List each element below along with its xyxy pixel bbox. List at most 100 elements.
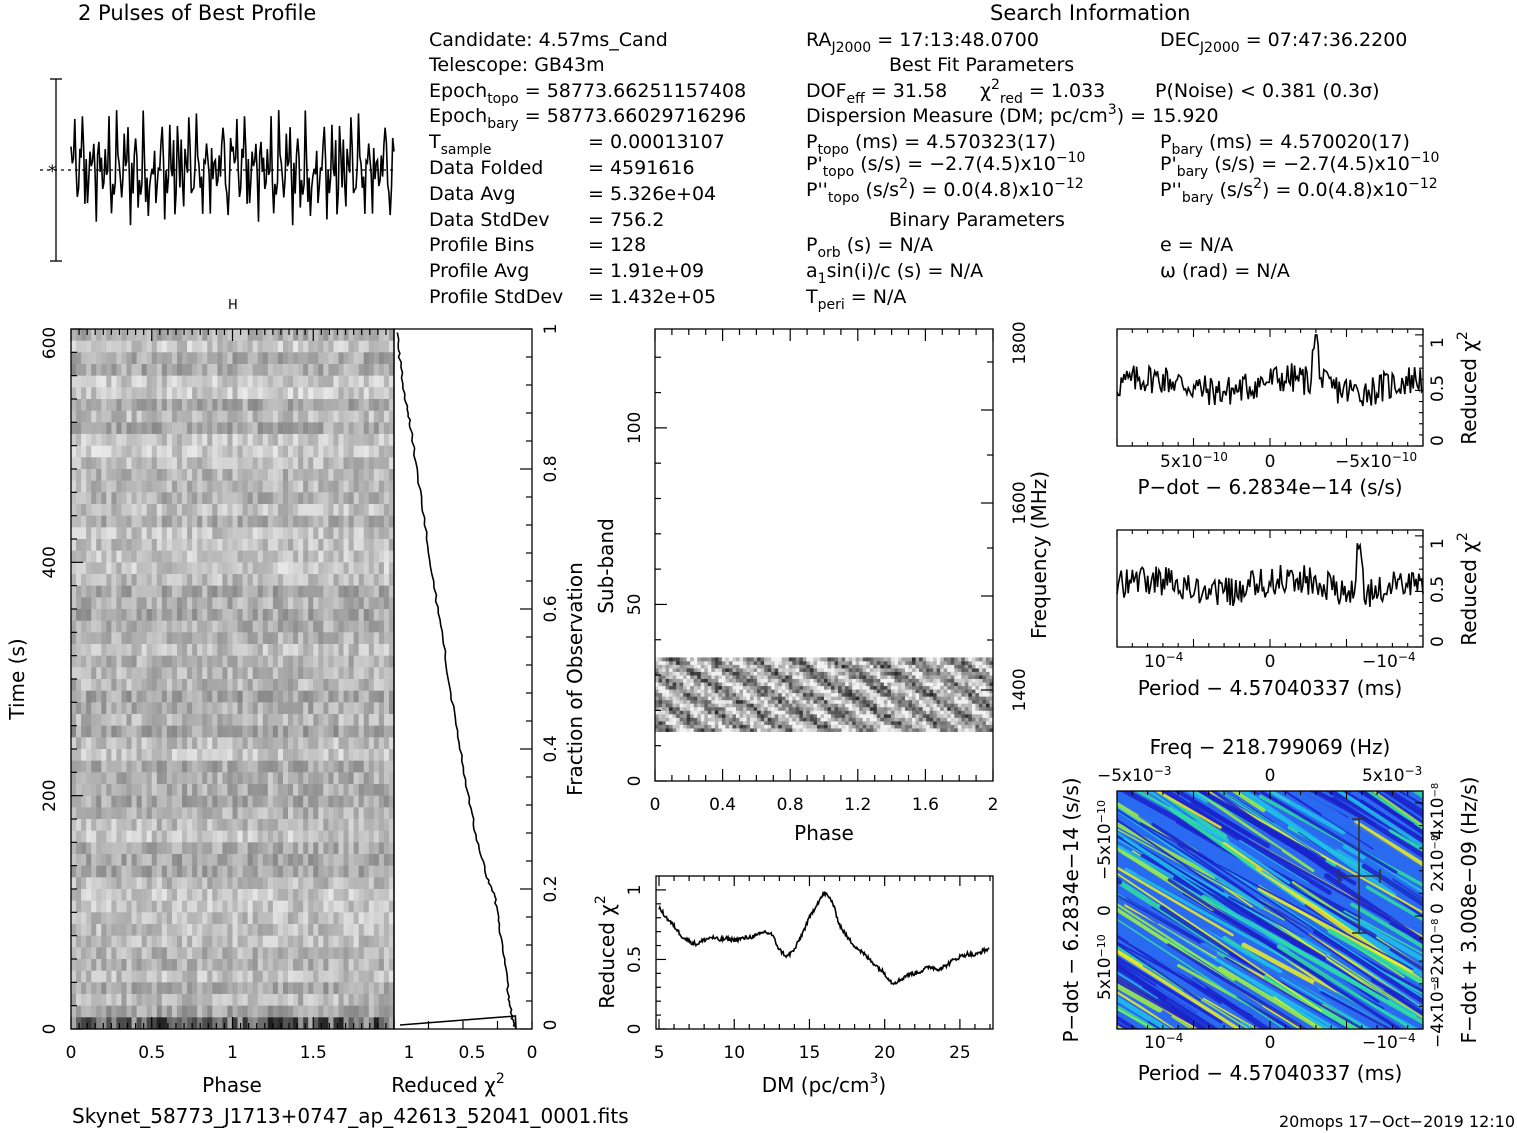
- heatmap-cell: [171, 410, 178, 423]
- heatmap-cell: [131, 830, 138, 843]
- heatmap-cell: [171, 772, 178, 785]
- heatmap-cell: [964, 713, 969, 718]
- heatmap-cell: [373, 562, 380, 575]
- pddot-bary-line: P''bary (s/s2) = 0.0(4.8)x10−12: [1160, 176, 1438, 206]
- heatmap-cell: [348, 550, 355, 563]
- heatmap-cell: [293, 994, 299, 1007]
- heatmap-cell: [111, 445, 117, 458]
- heatmap-cell: [373, 585, 380, 598]
- heatmap-cell: [237, 445, 243, 458]
- x-tick-label: 1: [404, 1043, 415, 1063]
- heatmap-cell: [222, 387, 228, 400]
- heatmap-cell: [388, 1017, 394, 1029]
- heatmap-cell: [182, 690, 188, 703]
- heatmap-cell: [753, 713, 758, 718]
- heatmap-cell: [904, 706, 909, 711]
- heatmap-cell: [121, 947, 127, 960]
- heatmap-cell: [373, 620, 380, 633]
- heatmap-cell: [81, 679, 87, 692]
- heatmap-cell: [827, 706, 832, 711]
- heatmap-cell: [348, 889, 355, 902]
- y-tick-label: 0.8: [541, 455, 561, 482]
- heatmap-cell: [237, 539, 243, 552]
- heatmap-cell: [126, 889, 132, 902]
- ra-line: RAJ2000 = 17:13:48.0700: [806, 29, 1039, 56]
- heatmap-cell: [683, 728, 688, 732]
- heatmap-cell: [368, 994, 375, 1007]
- heatmap-cell: [182, 865, 188, 878]
- heatmap-cell: [171, 469, 178, 482]
- heatmap-cell: [267, 1017, 274, 1029]
- heatmap-cell: [71, 854, 77, 867]
- heatmap-cell: [267, 655, 274, 668]
- heatmap-cell: [363, 434, 370, 447]
- heatmap-cell: [947, 713, 952, 718]
- heatmap-cell: [86, 515, 92, 528]
- heatmap-cell: [202, 469, 208, 482]
- heatmap-cell: [136, 434, 143, 447]
- heatmap-cell: [212, 924, 218, 937]
- heatmap-cell: [866, 703, 871, 708]
- heatmap-cell: [293, 889, 299, 902]
- heatmap-cell: [358, 539, 365, 552]
- heatmap-cell: [915, 706, 920, 711]
- heatmap-cell: [968, 724, 973, 729]
- heatmap-cell: [247, 970, 254, 983]
- heatmap-cell: [378, 340, 385, 353]
- heatmap-cell: [388, 562, 394, 575]
- heatmap-cell: [262, 527, 269, 540]
- heatmap-cell: [76, 690, 82, 703]
- heatmap-cell: [764, 713, 769, 718]
- heatmap-cell: [192, 702, 198, 715]
- heatmap-cell: [333, 364, 339, 377]
- heatmap-cell: [161, 655, 168, 668]
- heatmap-cell: [862, 724, 867, 729]
- heatmap-cell: [126, 714, 132, 727]
- heatmap-cell: [333, 457, 339, 470]
- heatmap-cell: [131, 1005, 138, 1018]
- heatmap-cell: [383, 725, 390, 738]
- heatmap-cell: [272, 620, 279, 633]
- heatmap-cell: [929, 720, 934, 725]
- heatmap-cell: [308, 842, 314, 855]
- heatmap-cell: [338, 702, 344, 715]
- heatmap-cell: [76, 527, 82, 540]
- heatmap-cell: [343, 830, 349, 843]
- heatmap-cell: [767, 710, 772, 715]
- heatmap-cell: [146, 784, 153, 797]
- heatmap-cell: [171, 562, 178, 575]
- heatmap-cell: [257, 562, 264, 575]
- heatmap-cell: [358, 959, 365, 972]
- heatmap-cell: [96, 889, 102, 902]
- heatmap-cell: [222, 795, 228, 808]
- heatmap-cell: [106, 807, 112, 820]
- heatmap-cell: [388, 632, 394, 645]
- heatmap-cell: [81, 935, 87, 948]
- heatmap-cell: [222, 422, 228, 435]
- heatmap-cell: [121, 865, 127, 878]
- heatmap-cell: [343, 457, 349, 470]
- heatmap-cell: [232, 935, 238, 948]
- heatmap-cell: [785, 710, 790, 715]
- heatmap-cell: [288, 550, 294, 563]
- heatmap-cell: [81, 550, 87, 563]
- data-avg-value: = 5.326e+04: [588, 183, 716, 205]
- heatmap-cell: [841, 710, 846, 715]
- heatmap-cell: [187, 340, 193, 353]
- heatmap-cell: [111, 504, 117, 517]
- heatmap-cell: [308, 772, 314, 785]
- heatmap-cell: [901, 713, 906, 718]
- heatmap-cell: [262, 842, 269, 855]
- heatmap-cell: [841, 717, 846, 722]
- heatmap-cell: [156, 947, 163, 960]
- heatmap-cell: [176, 597, 183, 610]
- heatmap-cell: [252, 714, 259, 727]
- heatmap-cell: [267, 539, 274, 552]
- heatmap-cell: [816, 720, 821, 725]
- heatmap-cell: [303, 900, 309, 913]
- heatmap-cell: [126, 515, 132, 528]
- heatmap-cell: [298, 329, 304, 342]
- heatmap-cell: [824, 720, 828, 725]
- heatmap-cell: [277, 900, 284, 913]
- heatmap-cell: [126, 597, 132, 610]
